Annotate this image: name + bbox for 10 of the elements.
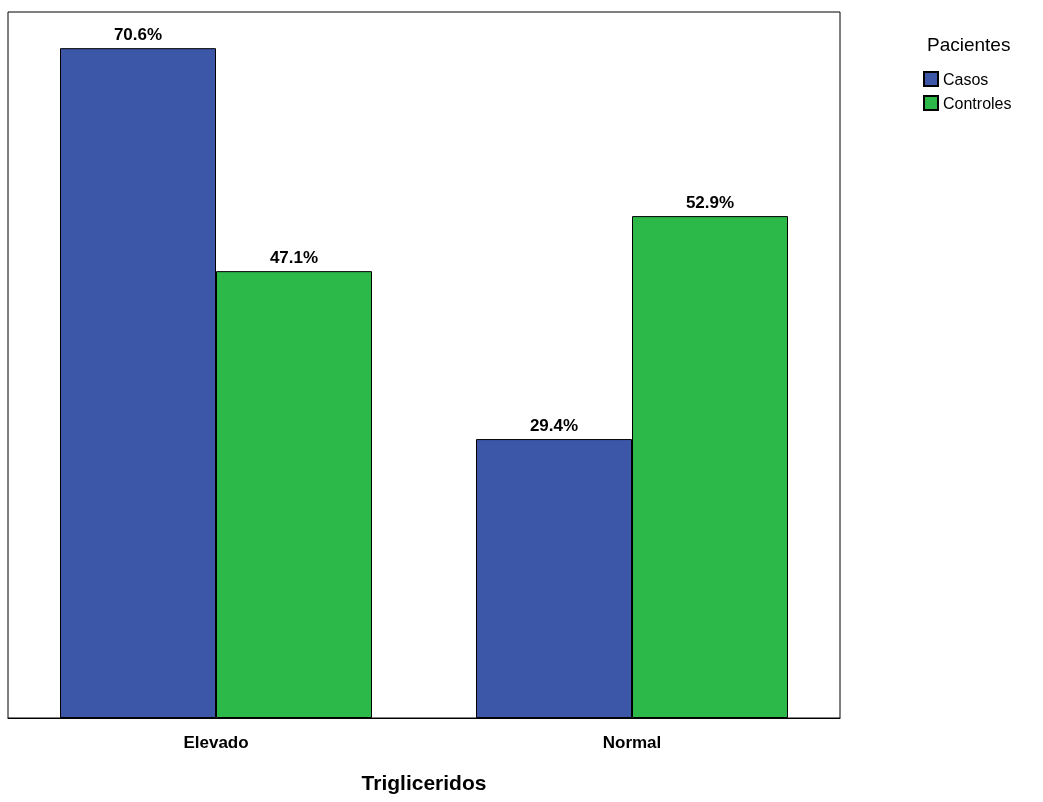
x-tick-label: Normal bbox=[602, 733, 662, 752]
legend-title: Pacientes bbox=[927, 34, 1011, 55]
data-label: 70.6% bbox=[113, 25, 163, 45]
x-tick-label: Elevado bbox=[183, 733, 249, 752]
data-label: 52.9% bbox=[685, 193, 735, 213]
legend-label: Casos bbox=[943, 70, 989, 88]
data-label: 29.4% bbox=[529, 416, 579, 436]
x-axis-title: Trigliceridos bbox=[361, 771, 487, 794]
legend-label: Controles bbox=[943, 94, 1012, 112]
data-label: 47.1% bbox=[269, 248, 319, 268]
